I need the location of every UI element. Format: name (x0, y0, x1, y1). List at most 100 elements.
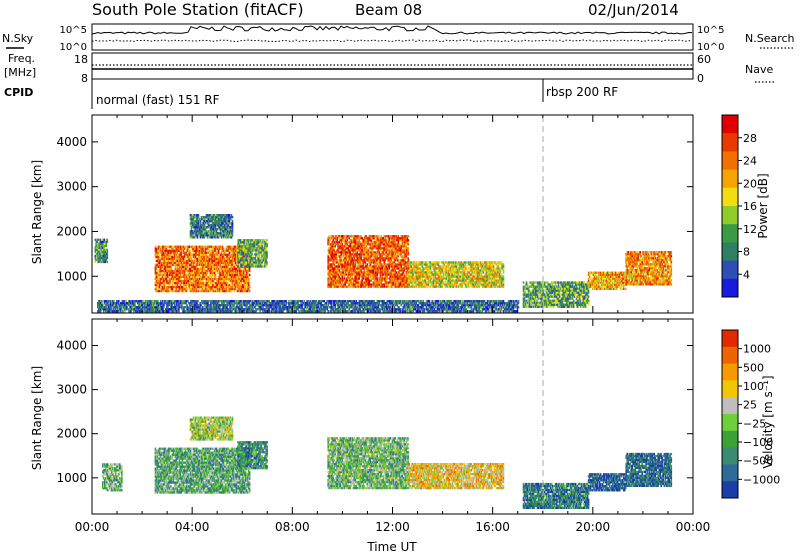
station-title: South Pole Station (fitACF) (92, 0, 304, 19)
colorbar-swatch (722, 448, 738, 465)
colorbar-tick-label: 8 (743, 246, 750, 259)
colorbar-tick-label: 4 (743, 268, 750, 281)
nsky-tick-top: 10^5 (60, 25, 87, 36)
nsky-tick-bottom: 10^0 (60, 42, 87, 53)
colorbar-swatch (722, 414, 738, 431)
x-tick-label: 20:00 (576, 520, 611, 534)
power-panel: 1000 2000 3000 4000 Slant Range [km] 4 8 12 16… (30, 115, 770, 313)
x-tick-label: 12:00 (375, 520, 410, 534)
velocity-ylabel: Slant Range [km] (30, 366, 44, 470)
colorbar-swatch (722, 347, 738, 364)
y-tick-label: 4000 (56, 338, 87, 352)
y-tick-label: 1000 (56, 269, 87, 283)
colorbar-swatch (722, 380, 738, 397)
radar-figure: South Pole Station (fitACF) Beam 08 02/J… (0, 0, 800, 554)
cpid-row: CPID normal (fast) 151 RF rbsp 200 RF (4, 79, 618, 109)
echo-region (625, 251, 672, 286)
nsearch-tick-top: 10^5 (697, 25, 724, 36)
x-tick-label: 04:00 (175, 520, 210, 534)
colorbar-swatch (722, 364, 738, 381)
nsky-series (92, 26, 692, 34)
colorbar-swatch (722, 464, 738, 481)
echo-region (190, 214, 234, 239)
freq-tick-bottom: 8 (81, 72, 88, 85)
colorbar-tick-label: −1000 (743, 473, 780, 486)
echo-region (102, 463, 123, 491)
nsearch-tick-bottom: 10^0 (697, 42, 724, 53)
echo-region (523, 483, 590, 509)
y-tick-label: 3000 (56, 180, 87, 194)
echo-region (95, 239, 109, 263)
colorbar-tick-label: 500 (743, 361, 764, 374)
echo-region (237, 239, 268, 267)
freq-panel: Freq. [MHz] 18 8 60 0 Nave (4, 52, 775, 85)
x-tick-label: 16:00 (475, 520, 510, 534)
nave-tick-bottom: 0 (697, 72, 704, 85)
nave-tick-top: 60 (697, 53, 711, 66)
colorbar-tick-label: 1000 (743, 343, 771, 356)
cpid-label: CPID (4, 86, 33, 99)
velocity-panel: 1000 2000 3000 4000 00:00 04:00 08:00 12:00 16:0… (30, 319, 780, 534)
power-colorbar: 4 8 12 16 20 24 28 (722, 115, 757, 298)
colorbar-tick-label: 28 (743, 132, 757, 145)
colorbar-tick-label: 24 (743, 155, 757, 168)
cpid-segment-2: rbsp 200 RF (546, 85, 618, 99)
cpid-segment-1: normal (fast) 151 RF (96, 93, 220, 107)
velocity-colorbar-label: Velocity [m s⁻¹] (761, 375, 775, 468)
echo-region (523, 281, 590, 308)
velocity-echo-cells (102, 417, 672, 510)
colorbar-swatch (722, 206, 738, 225)
colorbar-swatch (722, 242, 738, 261)
power-ylabel: Slant Range [km] (30, 160, 44, 264)
y-tick-label: 4000 (56, 135, 87, 149)
echo-region (97, 300, 519, 312)
date-label: 02/Jun/2014 (588, 1, 679, 19)
echo-region (625, 453, 672, 487)
colorbar-swatch (722, 224, 738, 243)
nave-label: Nave (745, 63, 773, 76)
x-tick-label: 00:00 (676, 520, 711, 534)
colorbar-swatch (722, 279, 738, 298)
y-tick-label: 2000 (56, 427, 87, 441)
y-tick-label: 1000 (56, 471, 87, 485)
y-tick-label: 2000 (56, 224, 87, 238)
x-axis-label: Time UT (366, 540, 417, 554)
freq-tick-top: 18 (74, 53, 88, 66)
echo-region (155, 448, 251, 494)
nsky-label: N.Sky (2, 32, 34, 45)
colorbar-swatch (722, 115, 738, 134)
y-tick-label: 3000 (56, 383, 87, 397)
echo-region (408, 261, 505, 288)
x-tick-label: 00:00 (75, 520, 110, 534)
echo-region (588, 473, 627, 491)
colorbar-swatch (722, 170, 738, 189)
echo-region (190, 417, 234, 441)
colorbar-swatch (722, 151, 738, 170)
freq-label: Freq. (8, 52, 35, 65)
nsearch-series (92, 40, 692, 42)
echo-region (327, 437, 409, 489)
echo-region (408, 463, 505, 489)
power-echo-cells (95, 214, 673, 312)
echo-region (237, 441, 268, 469)
nsearch-label: N.Search (745, 32, 795, 45)
echo-region (155, 246, 251, 293)
colorbar-tick-label: 25 (743, 399, 757, 412)
beam-label: Beam 08 (355, 1, 422, 19)
nsky-panel: N.Sky 10^5 10^0 10^5 10^0 N.Search (2, 24, 795, 53)
colorbar-tick-label: 12 (743, 223, 757, 236)
x-tick-label: 08:00 (275, 520, 310, 534)
colorbar-swatch (722, 261, 738, 280)
colorbar-swatch (722, 188, 738, 207)
freq-unit-label: [MHz] (4, 66, 36, 79)
colorbar-swatch (722, 133, 738, 152)
colorbar-tick-label: 16 (743, 200, 757, 213)
power-colorbar-label: Power [dB] (756, 173, 770, 238)
colorbar-swatch (722, 330, 738, 347)
echo-region (327, 235, 409, 288)
echo-region (588, 272, 627, 290)
colorbar-swatch (722, 431, 738, 448)
colorbar-swatch (722, 481, 738, 498)
colorbar-tick-label: 20 (743, 177, 757, 190)
colorbar-swatch (722, 397, 738, 414)
